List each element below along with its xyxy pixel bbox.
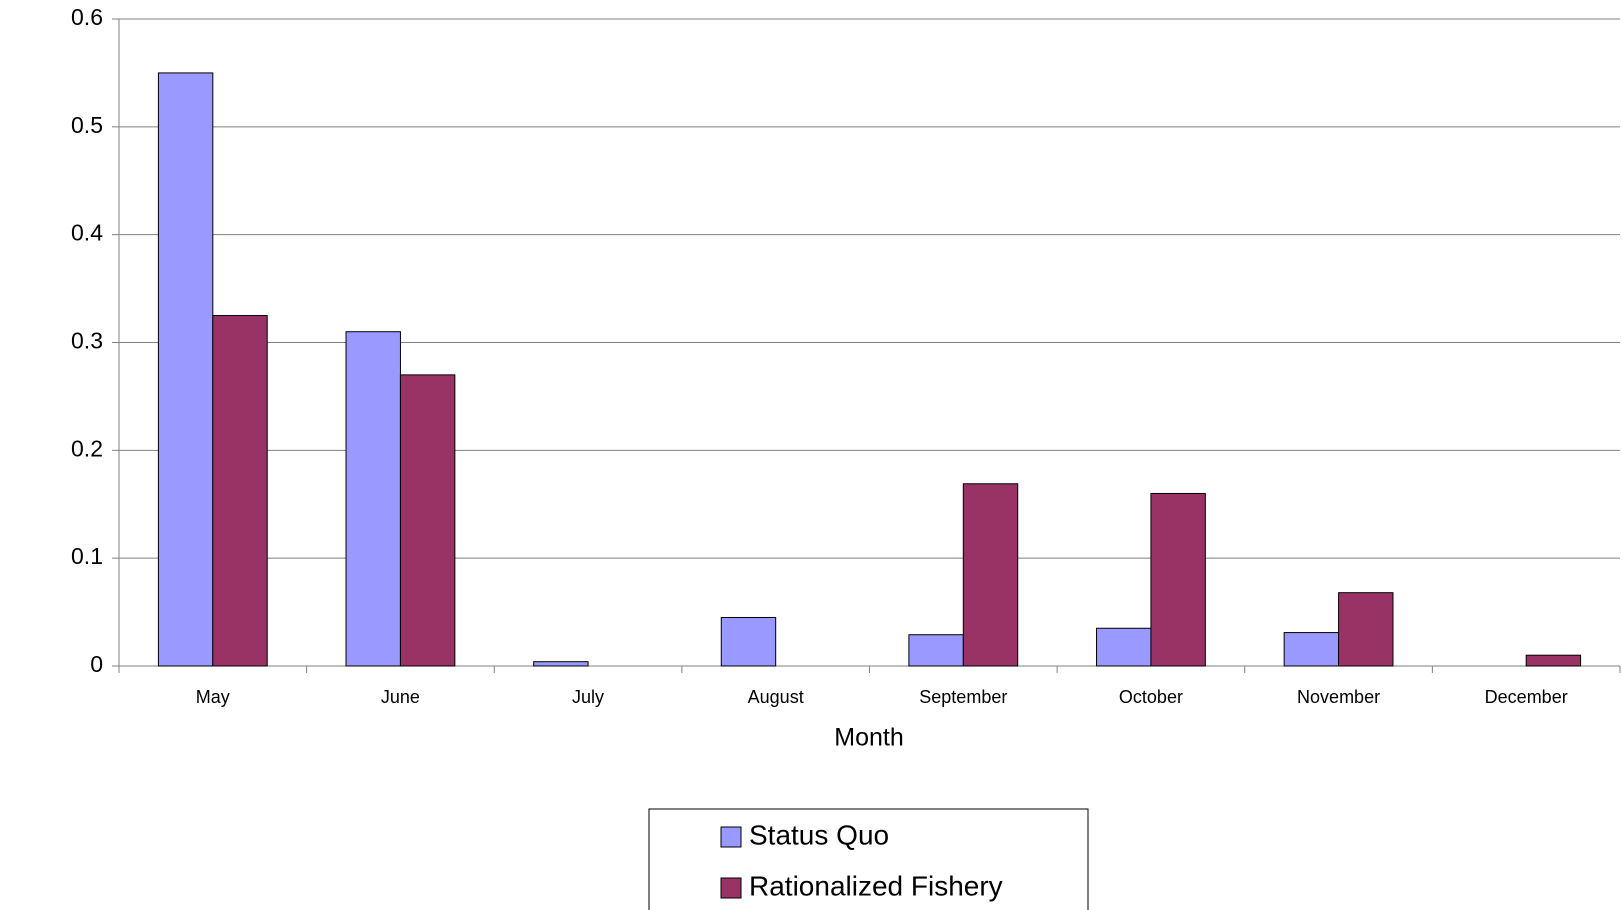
bar bbox=[212, 315, 268, 667]
bar bbox=[1096, 627, 1152, 667]
bar bbox=[962, 483, 1019, 667]
bar bbox=[345, 331, 401, 667]
x-tick-label: May bbox=[196, 687, 230, 707]
x-tick-label: October bbox=[1119, 687, 1183, 707]
bar bbox=[157, 72, 214, 667]
y-tick-label: 0.2 bbox=[71, 435, 103, 461]
bar bbox=[908, 634, 964, 667]
bar bbox=[1338, 592, 1394, 667]
bar bbox=[1150, 492, 1206, 667]
y-tick-label: 0.3 bbox=[71, 328, 103, 354]
bar bbox=[1283, 632, 1340, 667]
y-tick-label: 0.5 bbox=[71, 112, 103, 138]
x-axis-title: Month bbox=[834, 724, 903, 752]
x-tick-label: November bbox=[1297, 687, 1380, 707]
legend-swatch bbox=[720, 877, 742, 899]
y-tick-label: 0.1 bbox=[71, 543, 103, 569]
y-axis-title: Distribution of Mothership Whiting bbox=[13, 155, 41, 529]
bar bbox=[720, 616, 777, 667]
legend-label: Rationalized Fishery bbox=[749, 870, 1003, 901]
legend-label: Status Quo bbox=[749, 819, 889, 850]
x-tick-label: December bbox=[1485, 687, 1568, 707]
x-tick-label: July bbox=[572, 687, 604, 707]
y-tick-label: 0 bbox=[90, 651, 103, 677]
bar bbox=[1525, 654, 1582, 667]
y-tick-label: 0.4 bbox=[71, 220, 103, 246]
y-tick-label: 0.6 bbox=[71, 4, 103, 30]
x-tick-label: September bbox=[919, 687, 1007, 707]
legend-swatch bbox=[720, 826, 742, 848]
bar bbox=[399, 374, 456, 667]
x-tick-label: June bbox=[381, 687, 420, 707]
bar bbox=[533, 661, 589, 667]
x-tick-label: August bbox=[748, 687, 804, 707]
